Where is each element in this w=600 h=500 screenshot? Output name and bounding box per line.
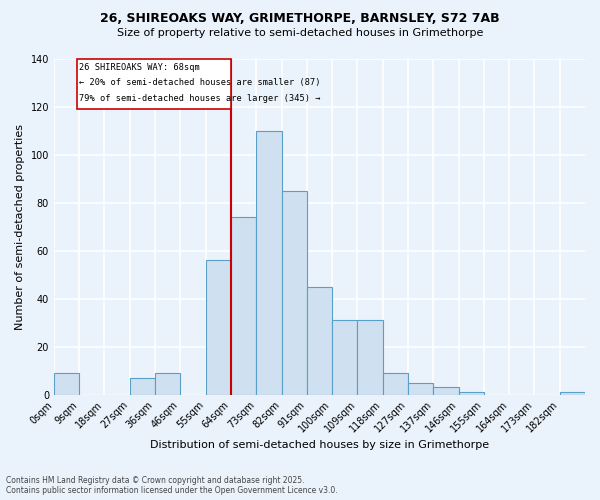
Text: 26, SHIREOAKS WAY, GRIMETHORPE, BARNSLEY, S72 7AB: 26, SHIREOAKS WAY, GRIMETHORPE, BARNSLEY…: [100, 12, 500, 26]
Text: 79% of semi-detached houses are larger (345) →: 79% of semi-detached houses are larger (…: [79, 94, 321, 103]
Text: Size of property relative to semi-detached houses in Grimethorpe: Size of property relative to semi-detach…: [117, 28, 483, 38]
Bar: [358, 320, 383, 394]
Bar: [206, 260, 231, 394]
Bar: [458, 392, 484, 394]
Text: Contains HM Land Registry data © Crown copyright and database right 2025.
Contai: Contains HM Land Registry data © Crown c…: [6, 476, 338, 495]
Bar: [408, 382, 433, 394]
Bar: [130, 378, 155, 394]
Bar: [231, 217, 256, 394]
Bar: [54, 373, 79, 394]
Bar: [332, 320, 358, 394]
Bar: [383, 373, 408, 394]
Bar: [77, 59, 231, 110]
X-axis label: Distribution of semi-detached houses by size in Grimethorpe: Distribution of semi-detached houses by …: [150, 440, 489, 450]
Bar: [433, 388, 458, 394]
Text: ← 20% of semi-detached houses are smaller (87): ← 20% of semi-detached houses are smalle…: [79, 78, 321, 87]
Bar: [256, 131, 281, 394]
Bar: [155, 373, 181, 394]
Y-axis label: Number of semi-detached properties: Number of semi-detached properties: [15, 124, 25, 330]
Bar: [560, 392, 585, 394]
Bar: [281, 191, 307, 394]
Text: 26 SHIREOAKS WAY: 68sqm: 26 SHIREOAKS WAY: 68sqm: [79, 62, 200, 72]
Bar: [307, 287, 332, 395]
